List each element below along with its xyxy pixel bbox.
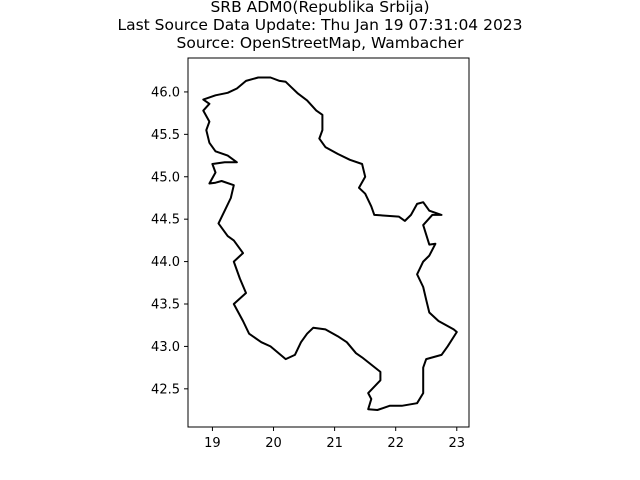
y-axis: 42.5 43.0 43.5 44.0 44.5 45.0 45.5 46.0 [151, 85, 188, 397]
y-tick-label: 42.5 [151, 382, 180, 397]
x-tick-label: 21 [326, 436, 343, 451]
outline-layer [202, 76, 458, 411]
x-axis: 19 20 21 22 23 [204, 427, 465, 451]
y-tick-label: 45.5 [151, 128, 180, 143]
x-tick-label: 22 [387, 436, 404, 451]
y-tick-label: 44.0 [151, 255, 180, 270]
y-tick-label: 43.5 [151, 298, 180, 313]
x-tick-label: 19 [204, 436, 221, 451]
y-tick-label: 44.5 [151, 213, 180, 228]
plot-frame [187, 57, 470, 428]
y-tick-label: 43.0 [151, 340, 180, 355]
map-title-line-1: SRB ADM0(Republika Srbija) [210, 0, 430, 16]
x-tick-label: 20 [265, 436, 282, 451]
map-title-line-2: Last Source Data Update: Thu Jan 19 07:3… [117, 16, 523, 34]
x-tick-label: 23 [449, 436, 466, 451]
y-tick-label: 45.0 [151, 170, 180, 185]
map-title-line-3: Source: OpenStreetMap, Wambacher [176, 34, 464, 52]
y-tick-label: 46.0 [151, 85, 180, 100]
country-outline [202, 76, 458, 411]
